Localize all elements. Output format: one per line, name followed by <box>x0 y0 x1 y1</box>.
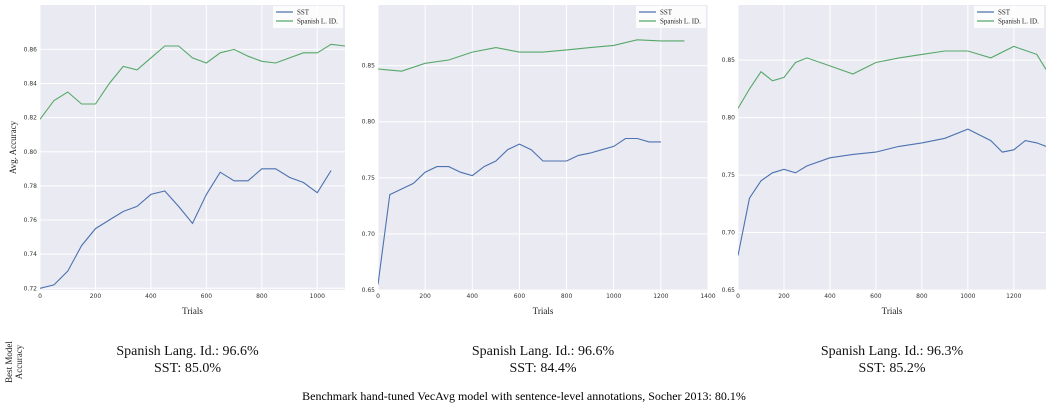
x-tick-label: 200 <box>419 293 431 300</box>
x-tick-label: 1000 <box>606 293 621 300</box>
y-tick-label: 0.86 <box>24 46 38 53</box>
y-tick-label: 0.85 <box>722 57 736 64</box>
series-line <box>378 137 661 285</box>
x-tick-label: 800 <box>561 293 573 300</box>
result-text: SST: 85.0% <box>154 361 221 376</box>
y-tick-label: 0.80 <box>722 115 736 122</box>
plot-area <box>40 5 345 290</box>
side-label: Accuracy <box>14 344 24 379</box>
y-tick-label: 0.75 <box>362 175 376 182</box>
result-text: SST: 85.2% <box>859 361 926 376</box>
x-tick-label: 1200 <box>1006 293 1021 300</box>
caption: Benchmark hand-tuned VecAvg model with s… <box>302 389 746 403</box>
result-text: Spanish Lang. Id.: 96.6% <box>116 344 259 359</box>
legend-label: Spanish L. ID. <box>998 18 1039 26</box>
legend-label: Spanish L. ID. <box>297 18 338 26</box>
y-tick-label: 0.72 <box>24 285 38 292</box>
x-tick-label: 1000 <box>310 293 325 300</box>
x-tick-label: 200 <box>778 293 790 300</box>
y-tick-label: 0.70 <box>362 231 376 238</box>
y-tick-label: 0.82 <box>24 115 38 122</box>
x-tick-label: 1000 <box>960 293 975 300</box>
x-tick-label: 600 <box>870 293 882 300</box>
series-line <box>738 128 1046 256</box>
x-tick-label: 600 <box>514 293 526 300</box>
x-tick-label: 400 <box>145 293 157 300</box>
y-tick-label: 0.80 <box>24 149 38 156</box>
x-axis-label: Trials <box>882 306 903 316</box>
x-tick-label: 200 <box>90 293 102 300</box>
y-tick-label: 0.70 <box>722 230 736 237</box>
result-text: Spanish Lang. Id.: 96.6% <box>472 344 615 359</box>
legend-label: SST <box>660 9 673 17</box>
result-text: SST: 84.4% <box>510 361 577 376</box>
x-axis-label: Trials <box>182 306 203 316</box>
x-tick-label: 1400 <box>700 293 715 300</box>
legend-label: Spanish L. ID. <box>660 18 701 26</box>
x-tick-label: 0 <box>376 293 380 300</box>
x-tick-label: 1200 <box>653 293 668 300</box>
legend-label: SST <box>998 9 1011 17</box>
side-label: Best Model <box>4 341 14 383</box>
y-tick-label: 0.76 <box>24 217 38 224</box>
y-tick-label: 0.65 <box>722 287 736 294</box>
legend-label: SST <box>297 9 310 17</box>
series-line <box>40 43 345 120</box>
y-axis-label: Avg. Accuracy <box>8 120 18 174</box>
y-tick-label: 0.75 <box>722 172 736 179</box>
y-tick-label: 0.80 <box>362 119 376 126</box>
x-tick-label: 600 <box>201 293 213 300</box>
y-tick-label: 0.65 <box>362 287 376 294</box>
x-tick-label: 0 <box>736 293 740 300</box>
x-tick-label: 800 <box>916 293 928 300</box>
series-line <box>378 39 685 72</box>
result-text: Spanish Lang. Id.: 96.3% <box>821 344 964 359</box>
series-line <box>738 45 1046 109</box>
y-tick-label: 0.74 <box>24 251 38 258</box>
x-tick-label: 400 <box>824 293 836 300</box>
y-tick-label: 0.85 <box>362 63 376 70</box>
plot-area <box>378 5 708 290</box>
x-axis-label: Trials <box>533 306 554 316</box>
x-tick-label: 0 <box>38 293 42 300</box>
x-tick-label: 400 <box>467 293 479 300</box>
x-tick-label: 800 <box>256 293 268 300</box>
y-tick-label: 0.78 <box>24 183 38 190</box>
plot-area <box>738 5 1046 290</box>
series-line <box>40 168 332 289</box>
y-tick-label: 0.84 <box>24 81 38 88</box>
